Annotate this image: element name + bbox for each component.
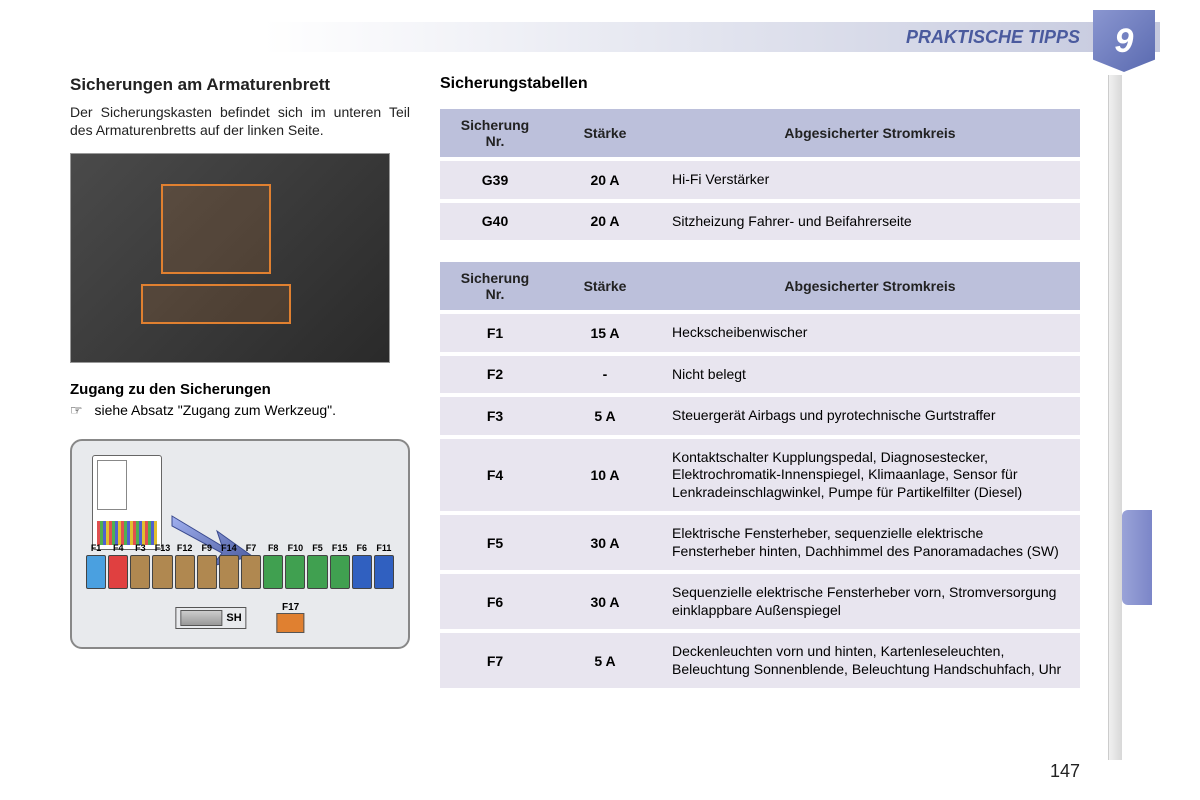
fuse-slot: [263, 555, 283, 589]
cell-circuit: Heckscheibenwischer: [660, 314, 1080, 352]
fuse-slot: [86, 555, 106, 589]
cell-nr: F6: [440, 574, 550, 629]
fuse-slot: [152, 555, 172, 589]
col-circuit: Abgesicherter Stromkreis: [660, 109, 1080, 157]
cell-amp: 5 A: [550, 397, 660, 435]
sh-label: SH: [226, 612, 241, 624]
fuse-slot: [374, 555, 394, 589]
fuse-slot-label: F8: [263, 543, 283, 553]
cell-circuit: Deckenleuchten vorn und hinten, Kartenle…: [660, 633, 1080, 688]
cell-circuit: Sequenzielle elektrische Fensterheber vo…: [660, 574, 1080, 629]
fuse-slot: [352, 555, 372, 589]
section-title: Sicherungen am Armaturenbrett: [70, 75, 410, 95]
fuse-slot-label: F9: [197, 543, 217, 553]
fuse-strip: [86, 555, 394, 589]
table-row: F115 AHeckscheibenwischer: [440, 314, 1080, 352]
chapter-title: PRAKTISCHE TIPPS: [906, 27, 1080, 48]
table-row: G3920 AHi-Fi Verstärker: [440, 161, 1080, 199]
fuse-slot-label: F4: [108, 543, 128, 553]
page-edge-rail: [1108, 75, 1122, 760]
page-content: Sicherungen am Armaturenbrett Der Sicher…: [70, 75, 1080, 760]
table-row: F530 AElektrische Fensterheber, sequenzi…: [440, 515, 1080, 570]
chapter-number-badge: 9: [1093, 10, 1155, 72]
table-row: F75 ADeckenleuchten vorn und hinten, Kar…: [440, 633, 1080, 688]
cell-amp: 30 A: [550, 574, 660, 629]
fuse-slot: [241, 555, 261, 589]
fuse-slot-label: F10: [285, 543, 305, 553]
cell-nr: F1: [440, 314, 550, 352]
reference-text: siehe Absatz "Zugang zum Werkzeug".: [94, 402, 336, 418]
table-row: G4020 ASitzheizung Fahrer- und Beifahrer…: [440, 203, 1080, 241]
sh-module: SH: [175, 607, 246, 629]
cell-nr: F3: [440, 397, 550, 435]
cell-circuit: Elektrische Fensterheber, sequenzielle e…: [660, 515, 1080, 570]
right-column: Sicherungstabellen Sicherung Nr. Stärke …: [440, 75, 1080, 760]
fuse-slot: [285, 555, 305, 589]
fuse-slot: [130, 555, 150, 589]
cell-amp: 30 A: [550, 515, 660, 570]
cell-circuit: Steuergerät Airbags und pyrotechnische G…: [660, 397, 1080, 435]
extra-fuse-label: F17: [277, 602, 305, 613]
fuse-table-1: Sicherung Nr. Stärke Abgesicherter Strom…: [440, 105, 1080, 244]
reference-line: ☞ siehe Absatz "Zugang zum Werkzeug".: [70, 402, 410, 419]
section-tab: [1122, 510, 1152, 605]
cell-nr: F7: [440, 633, 550, 688]
fuse-slot-label: F5: [307, 543, 327, 553]
cell-amp: 15 A: [550, 314, 660, 352]
cell-circuit: Sitzheizung Fahrer- und Beifahrerseite: [660, 203, 1080, 241]
cell-amp: 20 A: [550, 161, 660, 199]
fuse-slot-label: F3: [130, 543, 150, 553]
extra-fuse: F17: [277, 602, 305, 633]
intro-text: Der Sicherungskasten befindet sich im un…: [70, 103, 410, 139]
pointer-icon: ☞: [70, 402, 83, 418]
col-circuit: Abgesicherter Stromkreis: [660, 262, 1080, 310]
col-nr: Sicherung Nr.: [440, 262, 550, 310]
dashboard-photo: [70, 153, 390, 363]
fuse-slot-label: F1: [86, 543, 106, 553]
cell-nr: G39: [440, 161, 550, 199]
cell-nr: F2: [440, 356, 550, 394]
left-column: Sicherungen am Armaturenbrett Der Sicher…: [70, 75, 410, 760]
fuse-slot-label: F11: [374, 543, 394, 553]
extra-fuse-icon: [277, 613, 305, 633]
cell-circuit: Hi-Fi Verstärker: [660, 161, 1080, 199]
fuse-slot: [175, 555, 195, 589]
fuse-slot-label: F12: [175, 543, 195, 553]
cell-amp: -: [550, 356, 660, 394]
fuse-diagram: F1F4F3F13F12F9F14F7F8F10F5F15F6F11 SH F1…: [70, 439, 410, 649]
col-amp: Stärke: [550, 262, 660, 310]
fuse-slot: [108, 555, 128, 589]
col-amp: Stärke: [550, 109, 660, 157]
cell-nr: F4: [440, 439, 550, 512]
fuse-table-2: Sicherung Nr. Stärke Abgesicherter Strom…: [440, 258, 1080, 692]
cell-circuit: Kontaktschalter Kupplungspedal, Diagnose…: [660, 439, 1080, 512]
fuse-slot: [219, 555, 239, 589]
fuse-slot-label: F15: [330, 543, 350, 553]
table-row: F630 ASequenzielle elektrische Fensterhe…: [440, 574, 1080, 629]
cell-circuit: Nicht belegt: [660, 356, 1080, 394]
fuse-slot: [197, 555, 217, 589]
col-nr: Sicherung Nr.: [440, 109, 550, 157]
fuse-slot-label: F14: [219, 543, 239, 553]
fuse-slot-label: F7: [241, 543, 261, 553]
table-row: F35 ASteuergerät Airbags und pyrotechnis…: [440, 397, 1080, 435]
access-subheading: Zugang zu den Sicherungen: [70, 381, 410, 398]
cell-nr: F5: [440, 515, 550, 570]
cell-amp: 5 A: [550, 633, 660, 688]
fuse-slot: [330, 555, 350, 589]
fuse-slot-label: F6: [352, 543, 372, 553]
fuse-slot: [307, 555, 327, 589]
tables-title: Sicherungstabellen: [440, 75, 1080, 93]
table-row: F2-Nicht belegt: [440, 356, 1080, 394]
table-row: F410 AKontaktschalter Kupplungspedal, Di…: [440, 439, 1080, 512]
cell-nr: G40: [440, 203, 550, 241]
fuse-slot-label: F13: [152, 543, 172, 553]
cell-amp: 20 A: [550, 203, 660, 241]
page-number: 147: [1050, 761, 1080, 782]
cell-amp: 10 A: [550, 439, 660, 512]
fuse-label-row: F1F4F3F13F12F9F14F7F8F10F5F15F6F11: [86, 543, 394, 553]
chapter-header: PRAKTISCHE TIPPS: [40, 22, 1160, 52]
fuse-box-icon: [92, 455, 162, 550]
